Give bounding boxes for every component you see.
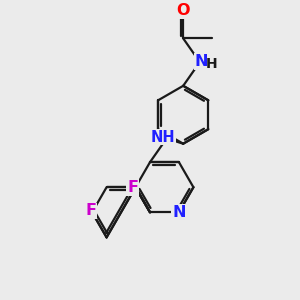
Text: O: O xyxy=(176,3,190,18)
Text: NH: NH xyxy=(151,130,176,145)
Text: N: N xyxy=(194,54,208,69)
Text: N: N xyxy=(172,205,186,220)
Text: F: F xyxy=(127,180,138,195)
Text: H: H xyxy=(206,57,218,71)
Text: F: F xyxy=(85,203,96,218)
